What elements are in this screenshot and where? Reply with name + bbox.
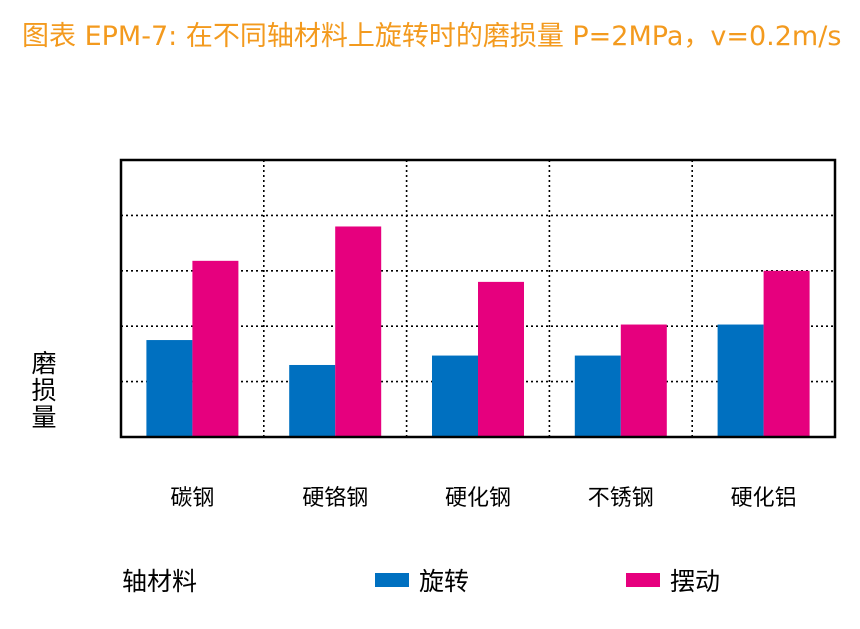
bar-oscillation-2 [478, 281, 524, 437]
x-tick-label: 不锈钢 [588, 486, 654, 511]
bar-rotation-2 [432, 355, 478, 437]
bar-rotation-4 [717, 324, 764, 437]
legend-item-series-1: 摆动 [626, 562, 720, 598]
legend-label: 旋转 [419, 567, 470, 596]
x-tick-labels: 碳钢 硬铬钢 硬化钢 不锈钢 硬化铝 [170, 486, 796, 511]
bar-oscillation-0 [192, 260, 239, 437]
bar-oscillation-4 [763, 270, 810, 437]
chart-title: 图表 EPM-7: 在不同轴材料上旋转时的磨损量 P=2MPa，v=0.2m/s [22, 21, 842, 52]
bars [146, 226, 810, 437]
x-tick-label: 碳钢 [170, 486, 214, 511]
x-axis-label: 轴材料 [122, 567, 198, 596]
legend-item-series-0: 旋转 [375, 562, 469, 598]
x-tick-label: 硬铬钢 [302, 486, 368, 511]
bar-oscillation-3 [620, 324, 667, 437]
bar-rotation-1 [289, 364, 336, 437]
legend-swatch-blue [375, 573, 409, 587]
legend-swatch-magenta [626, 573, 660, 587]
bar-rotation-3 [574, 355, 621, 437]
bar-rotation-0 [146, 340, 193, 437]
plot-frame [119, 158, 837, 439]
y-axis-label: 磨损量 [28, 350, 57, 431]
x-tick-label: 硬化铝 [731, 486, 797, 511]
bar-oscillation-1 [335, 226, 382, 437]
x-tick-label: 硬化钢 [445, 486, 511, 511]
legend-label: 摆动 [670, 567, 721, 596]
